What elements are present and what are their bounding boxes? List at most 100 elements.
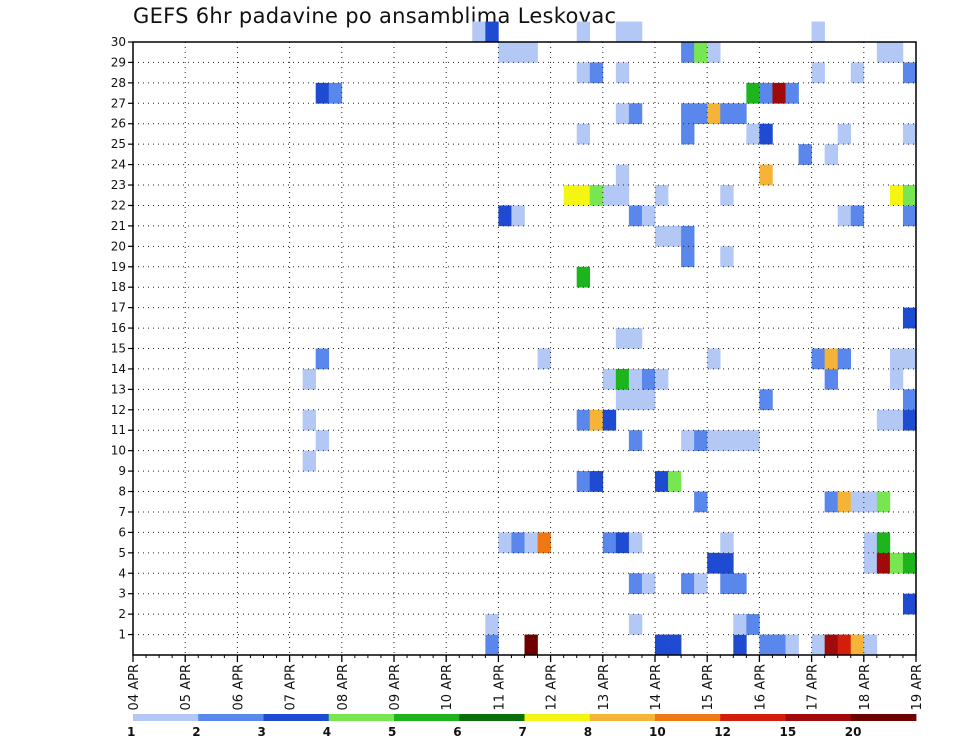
x-tick-label: 10 APR bbox=[440, 664, 455, 710]
colorbar-swatch bbox=[394, 714, 460, 721]
heatmap-cell bbox=[498, 205, 512, 227]
y-tick-label: 26 bbox=[111, 117, 126, 131]
heatmap-cell bbox=[681, 430, 695, 451]
colorbar-swatch bbox=[720, 714, 786, 721]
heatmap-cell bbox=[668, 634, 682, 656]
heatmap-cell bbox=[511, 532, 525, 554]
y-tick-label: 4 bbox=[118, 566, 126, 580]
heatmap-cell bbox=[602, 185, 617, 206]
heatmap-cell bbox=[315, 348, 330, 370]
heatmap-cell bbox=[628, 21, 643, 43]
heatmap-cell bbox=[628, 614, 643, 635]
colorbar-swatch bbox=[589, 714, 656, 721]
heatmap-cell bbox=[759, 634, 773, 656]
x-axis-ticks: 04 APR 05 APR 06 APR 07 APR 08 APR 09 APR 10 A… bbox=[127, 655, 925, 710]
heatmap-cell bbox=[498, 532, 512, 554]
heatmap-cell bbox=[863, 634, 878, 656]
x-tick-label: 18 APR bbox=[858, 664, 873, 710]
heatmap-cell bbox=[785, 82, 799, 104]
heatmap-cell bbox=[602, 409, 617, 431]
y-tick-label: 18 bbox=[111, 280, 126, 294]
colorbar-label: 1 bbox=[127, 725, 135, 739]
heatmap-cell bbox=[837, 205, 852, 227]
colorbar-label: 7 bbox=[519, 725, 527, 739]
heatmap-cell bbox=[902, 307, 917, 329]
y-tick-label: 22 bbox=[111, 198, 126, 212]
heatmap-cell bbox=[720, 430, 734, 451]
heatmap-cell bbox=[824, 348, 838, 370]
colorbar-swatch bbox=[785, 714, 852, 721]
gridlines bbox=[133, 42, 916, 655]
heatmap-cell bbox=[576, 62, 591, 84]
x-tick-label: 11 APR bbox=[492, 664, 507, 710]
heatmap-cell bbox=[315, 82, 330, 104]
heatmap-cell bbox=[668, 225, 682, 247]
heatmap-cell bbox=[889, 185, 904, 206]
y-tick-label: 29 bbox=[111, 55, 126, 69]
heatmap-cell bbox=[315, 430, 330, 451]
heatmap-cell bbox=[537, 348, 551, 370]
heatmap-cell bbox=[485, 634, 499, 656]
heatmap-cell bbox=[720, 185, 734, 206]
heatmap-cell bbox=[720, 552, 734, 574]
y-tick-label: 2 bbox=[118, 607, 126, 621]
y-tick-label: 13 bbox=[111, 382, 126, 396]
heatmap-cell bbox=[655, 471, 669, 492]
heatmap-cell bbox=[563, 185, 577, 206]
heatmap-cell bbox=[733, 614, 747, 635]
y-tick-label: 14 bbox=[111, 362, 126, 376]
y-tick-label: 8 bbox=[118, 485, 126, 499]
heatmap-cell bbox=[498, 42, 512, 63]
colorbar-swatch bbox=[850, 714, 917, 721]
heatmap-cell bbox=[668, 471, 682, 492]
heatmap-cell bbox=[902, 593, 917, 615]
y-tick-label: 6 bbox=[118, 525, 126, 539]
heatmap-cell bbox=[889, 409, 904, 431]
heatmap-cell bbox=[707, 552, 721, 574]
heatmap-cell bbox=[628, 368, 643, 390]
y-tick-label: 11 bbox=[111, 423, 126, 437]
heatmap-cell bbox=[824, 368, 838, 390]
heatmap-cell bbox=[798, 144, 812, 165]
heatmap-cell bbox=[876, 491, 891, 513]
heatmap-cell bbox=[837, 123, 852, 145]
heatmap-cell bbox=[681, 246, 695, 268]
heatmap-cell bbox=[628, 430, 643, 451]
heatmap-cell bbox=[733, 634, 747, 656]
heatmap-cell bbox=[628, 103, 643, 125]
heatmap-cell bbox=[615, 389, 630, 411]
colorbar-label: 20 bbox=[845, 725, 862, 739]
heatmap-cell bbox=[628, 532, 643, 554]
heatmap-cell bbox=[707, 42, 721, 63]
y-tick-label: 23 bbox=[111, 178, 126, 192]
heatmap-cell bbox=[524, 42, 538, 63]
heatmap-cell bbox=[720, 573, 734, 594]
heatmap-cell bbox=[824, 491, 838, 513]
heatmap-cell bbox=[524, 634, 538, 656]
heatmap-cell bbox=[876, 42, 891, 63]
heatmap-cell bbox=[655, 185, 669, 206]
heatmap-cell bbox=[707, 103, 721, 125]
heatmap-cell bbox=[889, 42, 904, 63]
y-tick-label: 24 bbox=[111, 158, 126, 172]
heatmap-cell bbox=[694, 491, 708, 513]
heatmap-cell bbox=[746, 123, 760, 145]
x-tick-label: 06 APR bbox=[231, 664, 246, 710]
heatmap-cell bbox=[863, 532, 878, 554]
heatmap-cell bbox=[837, 634, 852, 656]
colorbar-swatch bbox=[263, 714, 330, 721]
x-tick-label: 07 APR bbox=[284, 664, 299, 710]
heatmap-cell bbox=[576, 21, 591, 43]
heatmap-cell bbox=[576, 266, 591, 288]
heatmap-cell bbox=[615, 21, 630, 43]
heatmap-cell bbox=[615, 164, 630, 186]
heatmap-cell bbox=[707, 430, 721, 451]
y-tick-label: 1 bbox=[118, 628, 126, 642]
heatmap-cell bbox=[302, 450, 316, 472]
heatmap-cell bbox=[655, 634, 669, 656]
heatmap-cell bbox=[902, 552, 917, 574]
colorbar-label: 4 bbox=[323, 725, 331, 739]
y-tick-label: 17 bbox=[111, 301, 126, 315]
heatmap-cell bbox=[628, 573, 643, 594]
y-tick-label: 30 bbox=[111, 35, 126, 49]
